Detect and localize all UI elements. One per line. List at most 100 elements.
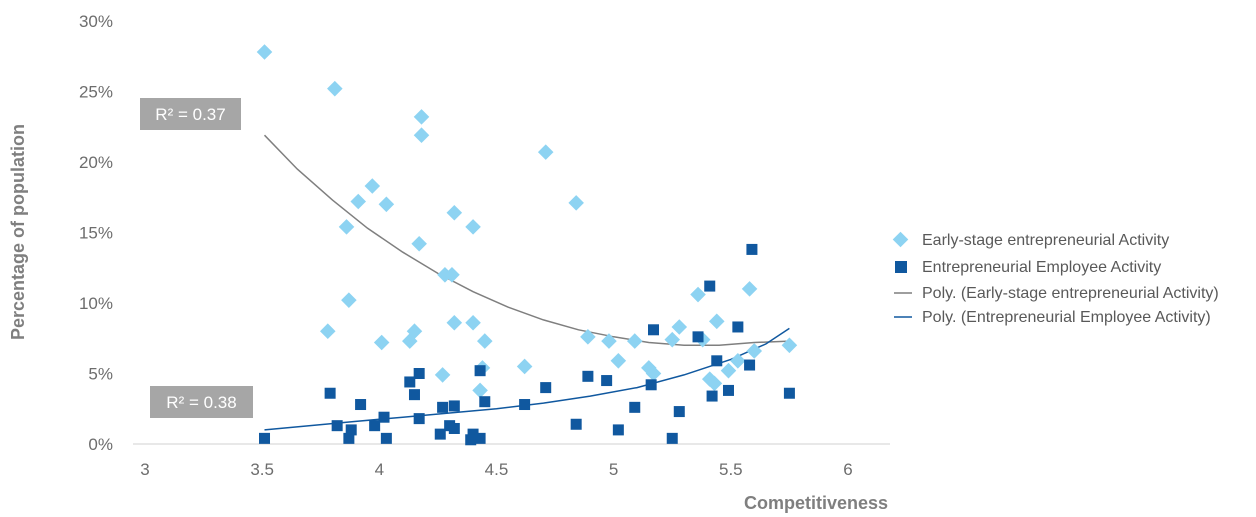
data-point-employee: [732, 321, 744, 333]
data-point-employee: [355, 399, 367, 411]
r-squared-value: R² = 0.37: [155, 105, 225, 124]
y-tick-label: 0%: [88, 435, 113, 454]
r-squared-value: R² = 0.38: [166, 393, 236, 412]
data-point-early-stage: [411, 236, 427, 252]
data-point-employee: [259, 432, 271, 444]
data-point-early-stage: [708, 313, 725, 330]
data-point-employee: [746, 243, 758, 255]
data-point-employee: [692, 331, 704, 343]
y-tick-label: 10%: [79, 294, 113, 313]
y-tick-label: 25%: [79, 83, 113, 102]
data-point-employee: [629, 401, 641, 413]
r-squared-employee: R² = 0.38: [150, 386, 253, 418]
data-point-employee: [404, 376, 416, 388]
data-point-early-stage: [434, 367, 451, 383]
data-point-early-stage: [446, 204, 463, 221]
y-tick-label: 5%: [88, 365, 113, 384]
data-point-employee: [570, 418, 582, 430]
data-point-employee: [413, 413, 425, 425]
y-axis-title: Percentage of population: [8, 124, 28, 340]
data-point-employee: [378, 411, 390, 423]
data-point-employee: [474, 365, 486, 377]
data-point-early-stage: [320, 323, 336, 339]
data-point-early-stage: [350, 193, 367, 210]
data-point-employee: [434, 428, 446, 440]
data-point-early-stage: [690, 286, 706, 303]
data-point-employee: [448, 400, 460, 412]
data-point-employee: [645, 379, 657, 391]
x-tick-label: 6: [843, 460, 852, 479]
data-point-early-stage: [601, 333, 617, 349]
data-point-employee: [706, 390, 718, 402]
x-axis-ticks: 3 3.5 4 4.5 5 5.5 6: [140, 460, 852, 479]
trendline-employee: [264, 327, 790, 431]
data-point-employee: [465, 434, 477, 446]
data-point-employee: [324, 387, 336, 399]
y-tick-label: 30%: [79, 12, 113, 31]
data-point-early-stage: [413, 109, 430, 125]
data-point-employee: [345, 424, 357, 436]
data-point-employee: [711, 355, 723, 367]
x-axis-title: Competitiveness: [744, 493, 888, 513]
x-tick-label: 3.5: [250, 460, 274, 479]
x-tick-label: 5.5: [719, 460, 743, 479]
data-point-early-stage: [720, 362, 737, 379]
data-point-employee: [331, 420, 343, 432]
data-point-employee: [704, 280, 716, 292]
legend-label-poly-employee: Poly. (Entrepreneurial Employee Activity…: [922, 309, 1211, 326]
data-point-employee: [601, 375, 613, 387]
data-points: [256, 44, 798, 446]
data-point-early-stage: [413, 127, 430, 143]
legend-label-early-stage: Early-stage entrepreneurial Activity: [922, 232, 1169, 249]
data-point-early-stage: [580, 329, 596, 345]
r-squared-box: [140, 98, 241, 130]
data-point-early-stage: [730, 353, 746, 369]
data-point-early-stage: [472, 382, 488, 399]
data-point-early-stage: [516, 358, 533, 375]
data-point-employee: [666, 432, 678, 444]
legend-marker-early-stage: [892, 231, 909, 248]
y-tick-label: 20%: [79, 153, 113, 172]
data-point-early-stage: [741, 281, 758, 297]
data-point-employee: [448, 422, 460, 434]
y-tick-label: 15%: [79, 224, 113, 243]
x-tick-label: 3: [140, 460, 149, 479]
r-squared-labels: R² = 0.37 R² = 0.38: [140, 98, 253, 418]
data-point-employee: [540, 382, 552, 394]
x-tick-label: 4: [375, 460, 384, 479]
data-point-early-stage: [537, 144, 554, 160]
data-point-early-stage: [256, 44, 273, 60]
r-squared-box: [150, 386, 253, 418]
legend-label-poly-early-stage: Poly. (Early-stage entrepreneurial Activ…: [922, 285, 1219, 302]
data-point-early-stage: [465, 219, 481, 235]
data-point-early-stage: [327, 80, 343, 97]
data-point-employee: [413, 368, 425, 379]
data-point-early-stage: [364, 178, 381, 194]
data-point-early-stage: [378, 196, 395, 213]
data-point-employee: [612, 424, 624, 436]
data-point-employee: [673, 406, 685, 418]
x-tick-label: 5: [609, 460, 618, 479]
data-point-employee: [369, 420, 381, 432]
trendline-early-stage: [263, 134, 790, 347]
x-tick-label: 4.5: [485, 460, 509, 479]
data-point-early-stage: [373, 334, 390, 351]
y-axis-ticks: 0% 5% 10% 15% 20% 25% 30%: [79, 12, 113, 454]
data-point-early-stage: [341, 292, 357, 308]
data-point-early-stage: [626, 333, 643, 349]
data-point-employee: [380, 432, 392, 444]
data-point-early-stage: [568, 195, 584, 211]
data-point-early-stage: [338, 219, 355, 235]
legend: Early-stage entrepreneurial Activity Ent…: [892, 231, 1219, 326]
data-point-employee: [582, 370, 594, 382]
data-point-early-stage: [465, 314, 481, 331]
legend-label-employee: Entrepreneurial Employee Activity: [922, 259, 1161, 276]
data-point-employee: [343, 432, 355, 444]
data-point-employee: [437, 401, 449, 413]
data-point-early-stage: [781, 337, 798, 354]
data-point-employee: [722, 384, 734, 396]
data-point-employee: [519, 399, 531, 411]
data-point-early-stage: [477, 333, 493, 349]
data-point-early-stage: [610, 353, 627, 369]
data-point-employee: [783, 387, 795, 399]
